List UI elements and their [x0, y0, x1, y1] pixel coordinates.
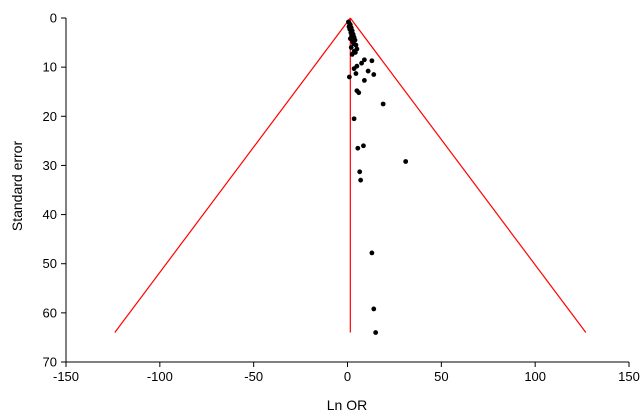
- x-tick-label: 150: [618, 369, 640, 384]
- data-point: [361, 143, 366, 149]
- data-point: [403, 159, 409, 164]
- data-point: [361, 57, 367, 63]
- y-tick-label: 0: [50, 11, 57, 26]
- data-point: [351, 66, 357, 72]
- y-tick-label: 30: [43, 158, 57, 173]
- data-point: [373, 330, 379, 335]
- funnel-right-bound: [349, 17, 587, 333]
- data-point: [361, 78, 367, 83]
- data-point: [353, 71, 359, 76]
- y-tick-label: 20: [43, 109, 57, 124]
- data-point: [357, 169, 363, 175]
- y-tick-label: 10: [43, 60, 57, 75]
- y-tick-label: 60: [43, 305, 57, 320]
- y-tick-label: 70: [43, 355, 57, 370]
- plot-area: [114, 17, 587, 335]
- y-tick-label: 50: [43, 256, 57, 271]
- y-axis-ticks: 0 10 20 30 40 50 60 70: [43, 11, 66, 370]
- data-point: [356, 90, 362, 96]
- data-point: [348, 45, 354, 50]
- data-point: [351, 116, 357, 122]
- x-tick-label: -100: [147, 369, 173, 384]
- x-tick-label: 100: [524, 369, 546, 384]
- data-point: [369, 250, 375, 256]
- data-point: [349, 51, 355, 57]
- y-tick-label: 40: [43, 207, 57, 222]
- x-tick-label: -50: [244, 369, 263, 384]
- data-point: [371, 306, 377, 312]
- data-point: [365, 68, 371, 74]
- y-axis-title: Standard error: [9, 141, 25, 232]
- x-axis-title: Ln OR: [327, 397, 367, 413]
- data-point: [371, 72, 377, 77]
- x-tick-label: 50: [434, 369, 448, 384]
- x-tick-label: -150: [53, 369, 79, 384]
- data-point: [380, 101, 386, 107]
- x-axis-ticks: -150 -100 -50 0 50 100 150: [53, 362, 640, 384]
- funnel-left-bound: [114, 17, 351, 333]
- data-point: [353, 42, 359, 48]
- data-point: [358, 177, 364, 183]
- data-point: [346, 74, 352, 80]
- x-tick-label: 0: [344, 369, 351, 384]
- data-point: [369, 58, 375, 64]
- data-point: [355, 145, 361, 151]
- data-point: [359, 60, 364, 66]
